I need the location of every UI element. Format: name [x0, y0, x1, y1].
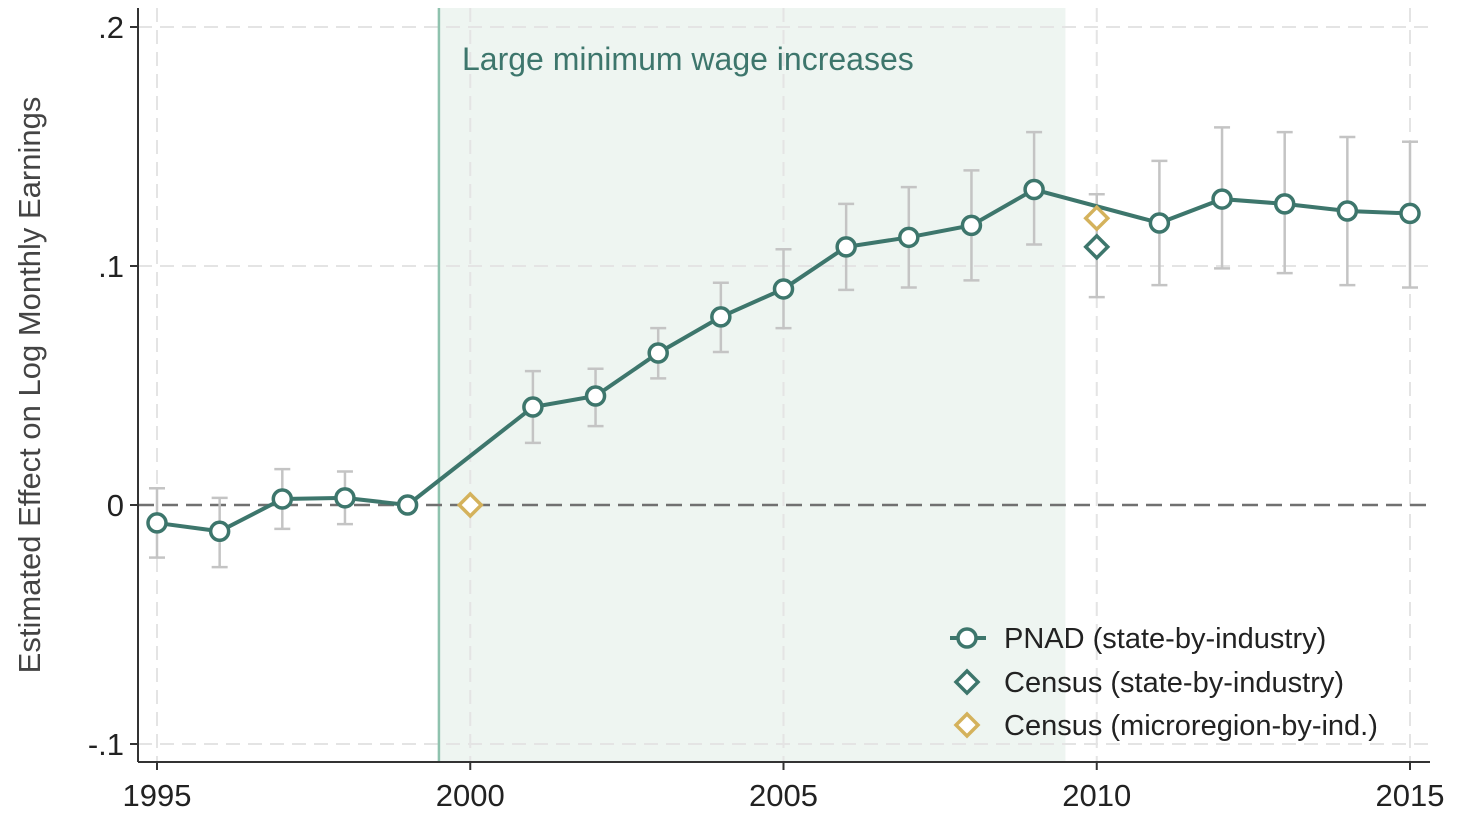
census-micro-point: [456, 491, 484, 519]
pnad-point: [1211, 188, 1233, 210]
pnad-point: [898, 226, 920, 249]
census-state-point: [1083, 233, 1111, 261]
pnad-point: [208, 520, 231, 543]
pnad-point: [1148, 212, 1171, 234]
pnad-point: [960, 214, 983, 237]
census-micro-point: [1083, 204, 1111, 232]
y-tick-label: .2: [98, 10, 124, 45]
x-tick-label: 2010: [1062, 778, 1131, 813]
y-tick-label: -.1: [88, 727, 124, 762]
pnad-point: [1273, 193, 1296, 215]
pnad-point: [835, 236, 857, 258]
legend-marker-circle: [956, 627, 978, 649]
pnad-point: [647, 342, 669, 364]
pnad-point: [772, 278, 795, 300]
y-tick-label: .1: [98, 249, 124, 284]
legend: PNAD (state-by-industry) Census (state-by…: [950, 623, 1378, 742]
legend-marker-diamond: [953, 668, 981, 696]
pnad-point: [710, 306, 732, 328]
pnad-point: [584, 385, 607, 407]
pnad-point: [522, 396, 544, 418]
annotation-label: Large minimum wage increases: [462, 41, 914, 77]
x-tick-label: 2005: [749, 778, 818, 813]
pnad-point: [146, 512, 168, 534]
y-axis-label: Estimated Effect on Log Monthly Earnings: [12, 97, 47, 674]
pnad-point: [1336, 200, 1359, 222]
x-tick-label: 2015: [1376, 778, 1445, 813]
legend-marker-diamond: [953, 711, 981, 739]
y-tick-label: 0: [107, 488, 124, 523]
legend-label: Census (microregion-by-ind.): [1004, 710, 1378, 742]
x-tick-label: 1995: [123, 778, 192, 813]
legend-label: PNAD (state-by-industry): [1004, 623, 1326, 655]
pnad-point: [334, 487, 356, 509]
pnad-point: [1399, 202, 1421, 225]
legend-label: Census (state-by-industry): [1004, 667, 1344, 699]
pnad-point: [271, 488, 294, 510]
pnad-point: [396, 494, 419, 516]
pnad-point: [1023, 178, 1045, 201]
x-tick-label: 2000: [436, 778, 505, 813]
